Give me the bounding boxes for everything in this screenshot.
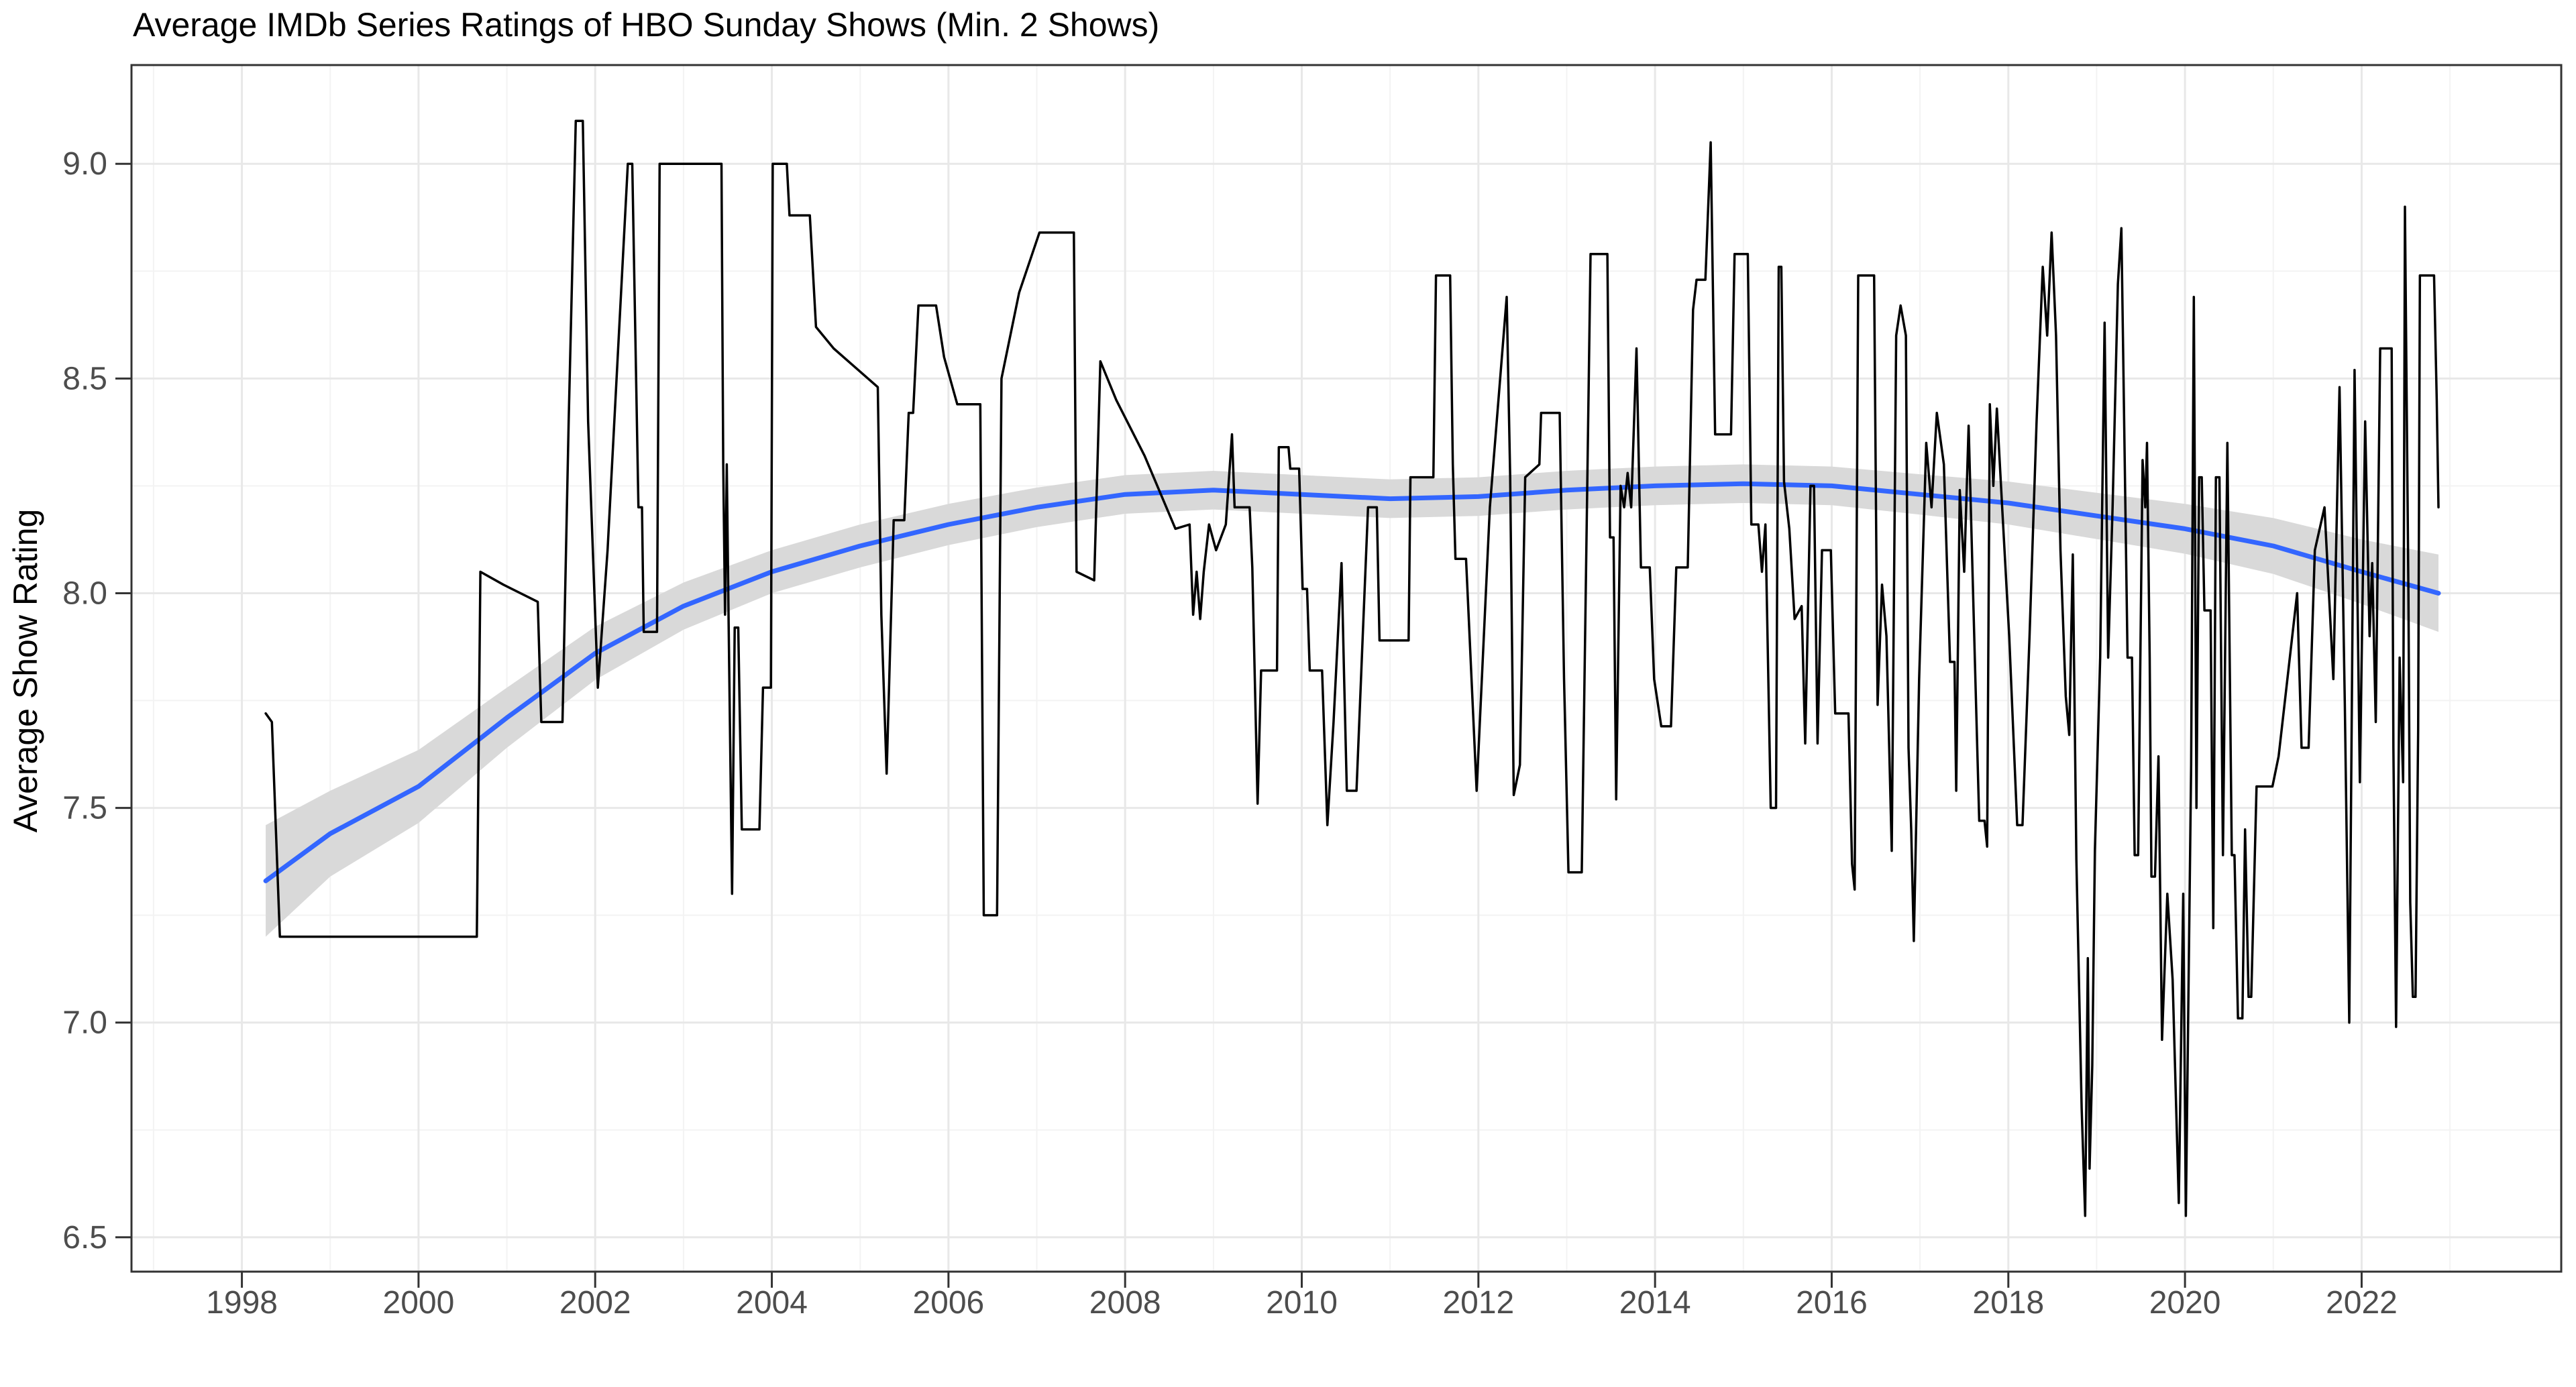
x-tick-label: 2006 [912, 1285, 984, 1321]
chart-title: Average IMDb Series Ratings of HBO Sunda… [133, 6, 1160, 44]
y-tick-label: 8.0 [62, 575, 107, 611]
x-tick-label: 2004 [736, 1285, 808, 1321]
x-tick-label: 2018 [1972, 1285, 2044, 1321]
y-tick-label: 8.5 [62, 361, 107, 396]
x-tick-label: 2000 [383, 1285, 455, 1321]
x-tick-label: 2016 [1796, 1285, 1868, 1321]
smooth-trend-line [263, 481, 2441, 883]
y-tick-label: 7.5 [62, 791, 107, 826]
x-tick-label: 2002 [559, 1285, 631, 1321]
x-tick-label: 2010 [1266, 1285, 1338, 1321]
confidence-band [266, 464, 2438, 937]
y-tick-label: 6.5 [62, 1220, 107, 1256]
rating-series-line [264, 119, 2440, 1217]
x-tick-label: 2014 [1619, 1285, 1691, 1321]
x-tick-label: 1998 [206, 1285, 278, 1321]
x-tick-label: 2020 [2149, 1285, 2221, 1321]
y-tick-label: 7.0 [62, 1005, 107, 1041]
panel-border [130, 64, 2563, 1273]
x-tick-label: 2008 [1089, 1285, 1161, 1321]
y-tick-label: 9.0 [62, 146, 107, 182]
x-tick-label: 2012 [1442, 1285, 1514, 1321]
x-tick-label: 2022 [2326, 1285, 2398, 1321]
